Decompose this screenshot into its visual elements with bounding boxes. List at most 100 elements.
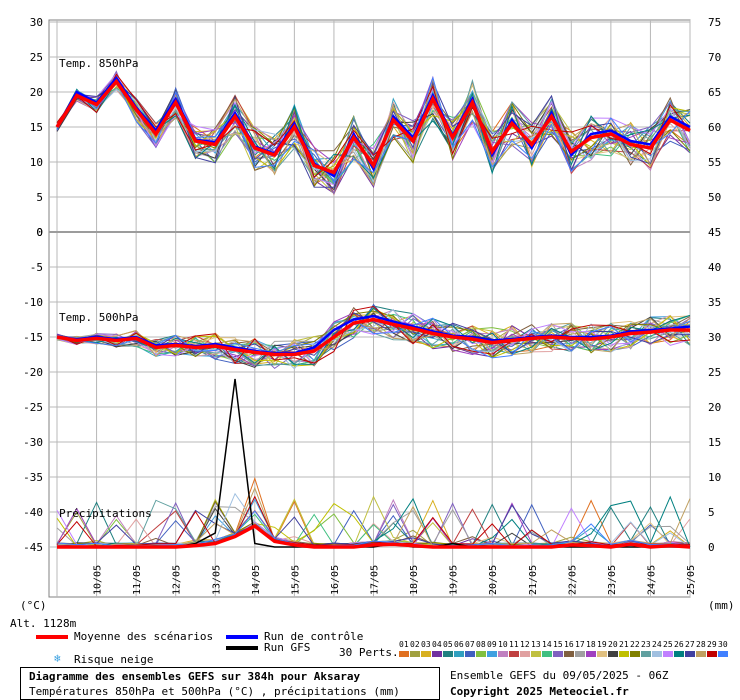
pert-swatch bbox=[476, 651, 486, 657]
right-tick-500: 40 bbox=[708, 261, 721, 274]
x-tick-label: 13/05 bbox=[211, 565, 222, 595]
pert-swatch bbox=[630, 651, 640, 657]
pert-number: 27 bbox=[685, 640, 695, 649]
pert-number: 29 bbox=[707, 640, 717, 649]
left-tick-500: -10 bbox=[23, 296, 43, 309]
x-tick-label: 19/05 bbox=[449, 565, 460, 595]
left-tick-500: -5 bbox=[30, 261, 43, 274]
left-tick-500: -25 bbox=[23, 401, 43, 414]
pert-number: 24 bbox=[652, 640, 662, 649]
right-tick-850: 70 bbox=[708, 51, 721, 64]
left-tick-500: -15 bbox=[23, 331, 43, 344]
right-tick-500: 15 bbox=[708, 436, 721, 449]
pert-swatch bbox=[509, 651, 519, 657]
panel-label-850: Temp. 850hPa bbox=[59, 57, 138, 70]
right-tick-850: 50 bbox=[708, 191, 721, 204]
left-tick-850: 25 bbox=[30, 51, 43, 64]
right-tick-500: 20 bbox=[708, 401, 721, 414]
pert-number: 03 bbox=[421, 640, 431, 649]
left-tick-500: 0 bbox=[36, 226, 43, 239]
left-tick-850: 10 bbox=[30, 156, 43, 169]
run-info: Ensemble GEFS du 09/05/2025 - 06Z bbox=[450, 669, 669, 682]
pert-swatch bbox=[564, 651, 574, 657]
pert-swatch bbox=[443, 651, 453, 657]
pert-swatch bbox=[696, 651, 706, 657]
pert-number: 22 bbox=[630, 640, 640, 649]
perturbation-line bbox=[56, 312, 691, 366]
pert-swatch bbox=[641, 651, 651, 657]
panel-label-precip: Précipitations bbox=[59, 507, 152, 520]
pert-number: 16 bbox=[564, 640, 574, 649]
x-tick-label: 15/05 bbox=[290, 565, 301, 595]
pert-number: 13 bbox=[531, 640, 541, 649]
pert-number: 07 bbox=[465, 640, 475, 649]
pert-number: 17 bbox=[575, 640, 585, 649]
pert-number: 18 bbox=[586, 640, 596, 649]
mean-precip-line bbox=[57, 523, 691, 549]
title-box: Diagramme des ensembles GEFS sur 384h po… bbox=[20, 667, 440, 700]
pert-number: 14 bbox=[542, 640, 552, 649]
altitude-label: Alt. 1128m bbox=[10, 617, 77, 630]
chart-title: Diagramme des ensembles GEFS sur 384h po… bbox=[29, 670, 361, 683]
left-tick-500: -45 bbox=[23, 541, 43, 554]
control-line-500 bbox=[56, 314, 691, 355]
right-tick-500: 5 bbox=[708, 506, 715, 519]
pert-swatch bbox=[663, 651, 673, 657]
pert-swatch bbox=[498, 651, 508, 657]
mean-line-500 bbox=[56, 317, 690, 357]
precip-perturbation-line bbox=[56, 495, 691, 548]
left-tick-850: 30 bbox=[30, 16, 43, 29]
pert-number: 19 bbox=[597, 640, 607, 649]
right-tick-500: 45 bbox=[708, 226, 721, 239]
pert-number: 25 bbox=[663, 640, 673, 649]
pert-number: 28 bbox=[696, 640, 706, 649]
pert-swatch bbox=[652, 651, 662, 657]
pert-number: 02 bbox=[410, 640, 420, 649]
left-tick-850: 15 bbox=[30, 121, 43, 134]
perturbation-line bbox=[56, 77, 691, 187]
gfs-swatch bbox=[226, 646, 258, 650]
x-tick-label: 11/05 bbox=[132, 565, 143, 595]
pert-number: 26 bbox=[674, 640, 684, 649]
pert-swatch bbox=[487, 651, 497, 657]
pert-swatch bbox=[619, 651, 629, 657]
pert-swatch bbox=[674, 651, 684, 657]
pert-swatch bbox=[531, 651, 541, 657]
right-tick-850: 55 bbox=[708, 156, 721, 169]
x-tick-label: 24/05 bbox=[646, 565, 657, 595]
left-tick-850: 20 bbox=[30, 86, 43, 99]
x-tick-label: 21/05 bbox=[528, 565, 539, 595]
pert-number: 12 bbox=[520, 640, 530, 649]
x-tick-label: 14/05 bbox=[251, 565, 262, 595]
mean-swatch bbox=[36, 635, 68, 639]
pert-number: 21 bbox=[619, 640, 629, 649]
pert-swatch bbox=[465, 651, 475, 657]
left-tick-500: -40 bbox=[23, 506, 43, 519]
x-tick-label: 22/05 bbox=[567, 565, 578, 595]
pert-number: 11 bbox=[509, 640, 519, 649]
control-swatch bbox=[226, 635, 258, 639]
chart-subtitle: Températures 850hPa et 500hPa (°C) , pré… bbox=[29, 685, 400, 698]
x-tick-label: 18/05 bbox=[409, 565, 420, 595]
perturbation-line bbox=[56, 317, 691, 358]
panel-label-500: Temp. 500hPa bbox=[59, 311, 138, 324]
pert-number: 08 bbox=[476, 640, 486, 649]
pert-number: 10 bbox=[498, 640, 508, 649]
pert-number: 09 bbox=[487, 640, 497, 649]
pert-number: 20 bbox=[608, 640, 618, 649]
right-tick-500: 35 bbox=[708, 296, 721, 309]
pert-number: 06 bbox=[454, 640, 464, 649]
legend-control-label: Run de contrôle bbox=[264, 630, 364, 643]
pert-swatch bbox=[454, 651, 464, 657]
left-tick-500: -20 bbox=[23, 366, 43, 379]
right-tick-500: 25 bbox=[708, 366, 721, 379]
pert-swatch bbox=[520, 651, 530, 657]
pert-number: 01 bbox=[399, 640, 409, 649]
pert-legend: 01 02 03 04 05 06 07 08 09 10 11 12 13 14 15 16 17 18 19 20… bbox=[399, 640, 734, 658]
left-tick-500: -35 bbox=[23, 471, 43, 484]
chart-grid bbox=[48, 19, 691, 598]
legend-gfs-label: Run GFS bbox=[264, 641, 311, 654]
right-tick-850: 60 bbox=[708, 121, 721, 134]
x-tick-label: 12/05 bbox=[172, 565, 183, 595]
x-tick-label: 17/05 bbox=[370, 565, 381, 595]
